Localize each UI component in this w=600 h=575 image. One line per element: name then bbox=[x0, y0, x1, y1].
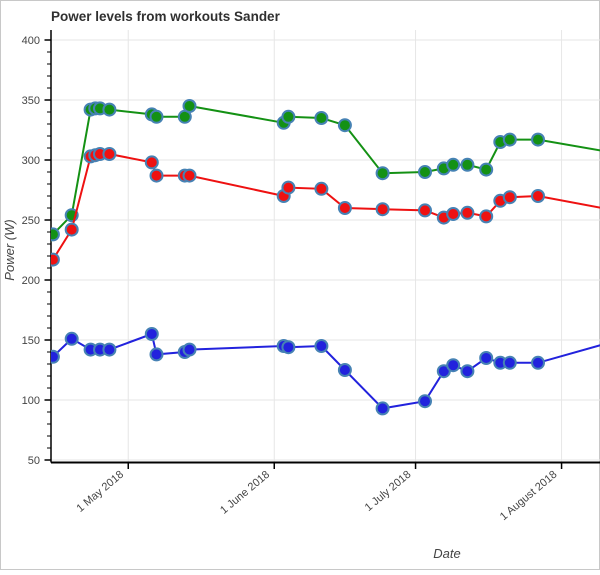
data-point-red-2018-07-03 bbox=[418, 203, 432, 218]
y-axis-label: Power (W) bbox=[2, 219, 17, 280]
data-point-blue-2018-07-03 bbox=[418, 394, 432, 409]
y-tick-label-400: 400 bbox=[22, 35, 40, 47]
data-point-red-2018-06-04 bbox=[281, 180, 296, 195]
data-point-blue-2018-06-11 bbox=[314, 339, 329, 353]
data-point-red-2018-06-11 bbox=[314, 181, 329, 196]
data-point-green-2018-07-03 bbox=[418, 165, 432, 179]
data-point-blue-2018-05-14 bbox=[182, 342, 197, 357]
data-point-blue-2018-07-27 bbox=[531, 355, 545, 370]
y-tick-label-300: 300 bbox=[22, 155, 40, 167]
data-point-green-2018-06-24 bbox=[375, 166, 390, 181]
data-point-green-2018-07-21 bbox=[502, 132, 517, 147]
data-point-blue-2018-04-15 bbox=[51, 349, 60, 364]
data-point-blue-2018-06-16 bbox=[337, 363, 352, 377]
data-point-blue-2018-04-27 bbox=[102, 342, 117, 357]
data-point-red-2018-06-24 bbox=[375, 202, 390, 217]
data-point-red-2018-07-27 bbox=[531, 189, 545, 203]
data-point-green-2018-06-11 bbox=[314, 111, 329, 125]
data-point-green-2018-07-27 bbox=[531, 132, 545, 147]
data-point-red-2018-04-15 bbox=[51, 252, 60, 267]
data-point-blue-2018-04-19 bbox=[64, 331, 79, 346]
data-point-green-2018-05-07 bbox=[149, 109, 164, 124]
data-point-red-2018-05-14 bbox=[182, 168, 197, 183]
data-point-green-2018-04-15 bbox=[51, 227, 60, 242]
y-tick-label-150: 150 bbox=[22, 335, 40, 347]
data-point-red-2018-06-16 bbox=[337, 201, 352, 215]
data-point-red-2018-07-16 bbox=[479, 209, 494, 224]
data-point-red-2018-07-09 bbox=[446, 207, 461, 221]
data-point-red-2018-07-21 bbox=[502, 190, 517, 205]
data-point-green-2018-06-16 bbox=[337, 118, 352, 133]
data-point-red-2018-07-12 bbox=[460, 205, 475, 220]
data-point-red-2018-05-07 bbox=[149, 168, 164, 183]
data-point-blue-2018-07-12 bbox=[460, 364, 475, 379]
data-point-green-2018-05-14 bbox=[182, 99, 197, 113]
data-point-blue-2018-07-21 bbox=[502, 355, 517, 370]
data-point-green-2018-07-16 bbox=[479, 162, 494, 177]
data-point-red-2018-04-27 bbox=[102, 147, 117, 161]
data-point-blue-2018-05-07 bbox=[149, 347, 164, 362]
x-axis-label: Date bbox=[433, 546, 460, 561]
data-point-green-2018-04-27 bbox=[102, 102, 117, 117]
chart-title: Power levels from workouts Sander bbox=[51, 9, 281, 24]
data-point-blue-2018-05-06 bbox=[144, 327, 159, 341]
data-point-blue-2018-06-24 bbox=[375, 401, 390, 416]
y-tick-label-350: 350 bbox=[22, 95, 40, 107]
data-point-green-2018-07-12 bbox=[460, 157, 475, 172]
data-point-blue-2018-06-04 bbox=[281, 340, 296, 355]
data-point-green-2018-07-09 bbox=[446, 157, 461, 172]
y-tick-label-100: 100 bbox=[22, 395, 40, 407]
y-tick-label-200: 200 bbox=[22, 275, 40, 287]
data-point-red-2018-05-06 bbox=[144, 155, 159, 170]
y-tick-label-50: 50 bbox=[28, 455, 40, 467]
data-point-green-2018-06-04 bbox=[281, 109, 296, 124]
data-point-blue-2018-07-09 bbox=[446, 358, 461, 373]
data-point-red-2018-04-19 bbox=[64, 222, 79, 237]
data-point-blue-2018-07-16 bbox=[479, 351, 494, 365]
y-tick-label-250: 250 bbox=[22, 215, 40, 227]
